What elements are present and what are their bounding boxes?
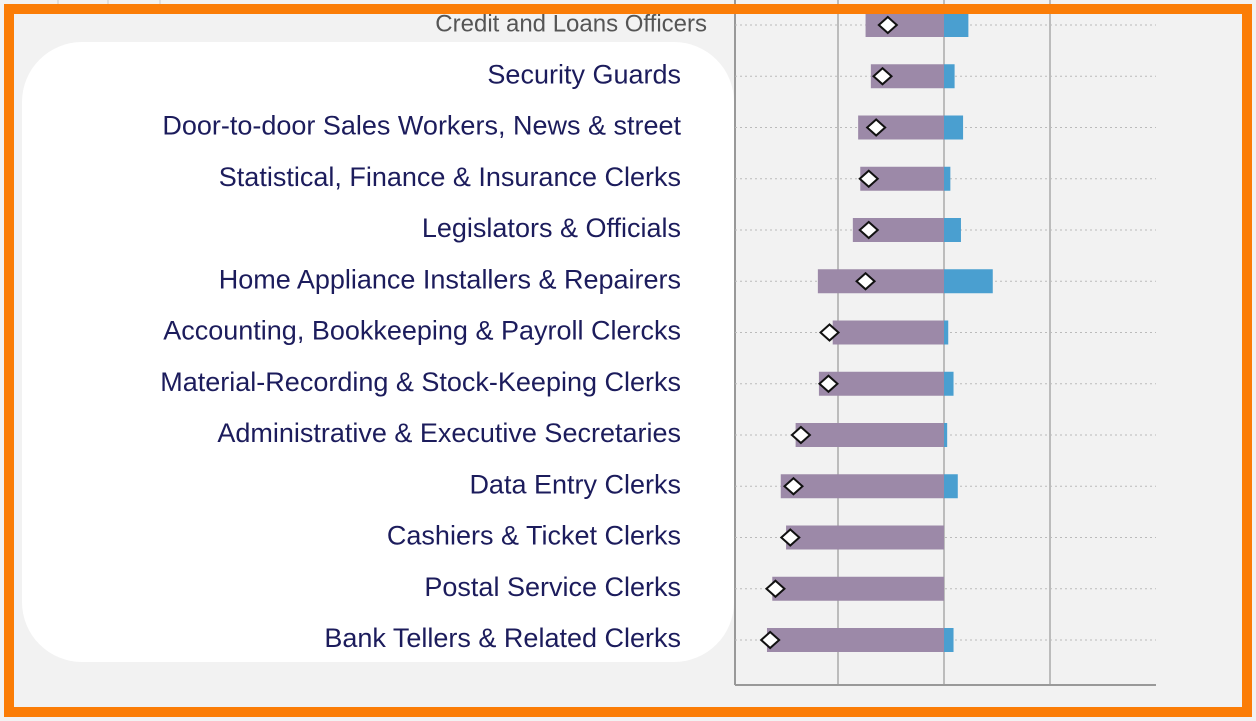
bar: [944, 166, 951, 191]
highlight-border: [4, 4, 1252, 717]
marker: [779, 528, 801, 547]
bar: [944, 628, 954, 652]
category-label: Legislators & Officials: [422, 213, 681, 243]
category-label: Postal Service Clerks: [424, 572, 681, 602]
marker: [855, 271, 877, 291]
category-label: Bank Tellers & Related Clerks: [324, 623, 681, 653]
marker: [759, 630, 781, 650]
bar: [795, 423, 944, 447]
bar: [944, 320, 949, 345]
bar: [944, 269, 993, 294]
category-label: Material-Recording & Stock-Keeping Clerk…: [160, 367, 681, 397]
category-label: Accounting, Bookkeeping & Payroll Clerck…: [163, 316, 681, 346]
marker: [782, 476, 804, 496]
bar: [780, 474, 944, 499]
category-label: Cashiers & Ticket Clerks: [387, 521, 681, 551]
bar: [817, 269, 944, 294]
bar: [944, 218, 961, 242]
bar: [786, 525, 944, 550]
bar: [944, 474, 958, 499]
marker: [817, 374, 839, 394]
marker: [764, 579, 786, 599]
marker: [877, 15, 899, 35]
category-label: Credit and Loans Officers: [435, 10, 707, 37]
category-label: Security Guards: [487, 59, 681, 89]
bar: [944, 115, 964, 140]
marker: [858, 220, 880, 240]
bar: [818, 371, 944, 396]
plot: Credit and Loans Officers: [435, 0, 1156, 686]
bar: [944, 371, 954, 396]
marker: [790, 425, 812, 445]
labels: Security Guards Door-to-door Sales Worker…: [160, 59, 681, 653]
category-label: Data Entry Clerks: [469, 469, 681, 499]
category-label: Administrative & Executive Secretaries: [217, 418, 681, 448]
bar: [832, 320, 944, 345]
marker: [858, 169, 880, 189]
bar: [766, 628, 944, 652]
category-label: Statistical, Finance & Insurance Clerks: [219, 162, 681, 192]
bar: [944, 13, 969, 37]
marker: [865, 118, 887, 137]
marker: [819, 323, 841, 342]
marker: [872, 66, 894, 86]
category-label: Door-to-door Sales Workers, News & stree…: [162, 111, 681, 141]
category-label: Home Appliance Installers & Repairers: [219, 264, 681, 294]
bar: [944, 423, 948, 447]
label-overlay: [22, 42, 734, 662]
bar: [944, 64, 955, 89]
bar: [772, 576, 944, 601]
